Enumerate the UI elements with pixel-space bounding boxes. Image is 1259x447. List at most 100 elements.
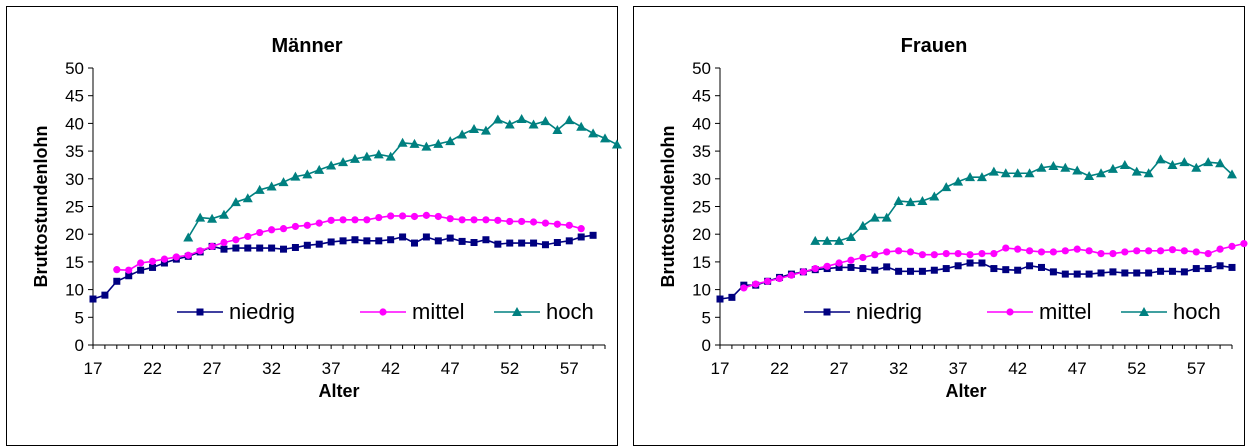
legend-label-mittel: mittel — [1039, 299, 1092, 324]
data-point-mittel — [1121, 248, 1129, 256]
data-point-niedrig — [1026, 262, 1034, 270]
data-point-hoch — [869, 212, 880, 222]
data-point-mittel — [232, 236, 240, 244]
data-point-hoch — [1060, 162, 1071, 172]
legend-label-hoch: hoch — [546, 299, 594, 324]
data-point-niedrig — [399, 233, 407, 241]
data-point-hoch — [857, 220, 868, 230]
data-point-mittel — [422, 211, 430, 219]
data-point-mittel — [775, 274, 784, 283]
data-point-mittel — [823, 262, 831, 270]
data-point-hoch — [266, 181, 277, 191]
data-point-hoch — [822, 235, 833, 245]
legend-item-mittel: mittel — [360, 299, 465, 324]
data-point-mittel — [196, 247, 204, 255]
data-point-mittel — [113, 266, 121, 274]
x-tick-label: 32 — [262, 359, 281, 378]
data-point-mittel — [1204, 249, 1212, 258]
data-point-niedrig — [1180, 268, 1188, 276]
data-point-hoch — [941, 182, 952, 192]
data-point-mittel — [244, 232, 252, 241]
data-point-hoch — [385, 151, 396, 161]
data-point-hoch — [881, 212, 892, 222]
data-point-mittel — [268, 226, 276, 234]
y-tick-label: 0 — [702, 336, 711, 355]
data-point-hoch — [976, 172, 987, 182]
x-tick-label: 27 — [830, 359, 849, 378]
x-tick-label: 52 — [500, 359, 519, 378]
data-point-mittel — [978, 249, 986, 258]
y-tick-label: 35 — [65, 142, 84, 161]
data-point-mittel — [529, 218, 538, 226]
data-point-hoch — [445, 136, 456, 146]
data-point-niedrig — [1049, 268, 1057, 276]
chart-panel-maenner: Männer 0 5 10 15 20 25 30 35 40 45 50 17 22 27 32 37 42 47… — [6, 6, 622, 446]
data-point-mittel — [787, 271, 796, 279]
data-point-niedrig — [966, 259, 974, 267]
data-point-mittel — [446, 215, 454, 223]
data-point-hoch — [1107, 163, 1118, 173]
data-point-mittel — [1145, 247, 1153, 255]
data-point-niedrig — [220, 245, 228, 253]
data-point-hoch — [1072, 165, 1083, 175]
data-point-hoch — [1215, 158, 1226, 168]
data-point-mittel — [148, 257, 157, 265]
data-point-mittel — [137, 259, 145, 267]
data-point-mittel — [1073, 245, 1081, 253]
data-point-hoch — [1048, 161, 1059, 171]
chart-title: Frauen — [901, 35, 968, 57]
legend-marker-mittel — [1006, 308, 1014, 316]
data-point-niedrig — [506, 239, 514, 247]
data-point-hoch — [373, 149, 384, 159]
data-point-hoch — [326, 160, 337, 170]
data-point-niedrig — [494, 240, 502, 248]
y-tick-label: 20 — [692, 225, 711, 244]
data-point-mittel — [470, 216, 478, 224]
data-point-hoch — [302, 169, 313, 179]
data-point-niedrig — [137, 266, 145, 274]
data-point-hoch — [349, 153, 360, 163]
data-point-niedrig — [954, 262, 962, 270]
data-point-hoch — [893, 195, 904, 205]
data-point-mittel — [160, 255, 169, 263]
data-point-niedrig — [883, 263, 891, 271]
x-tick-label: 47 — [441, 359, 460, 378]
data-point-niedrig — [125, 272, 133, 280]
data-point-mittel — [458, 216, 466, 224]
data-point-niedrig — [835, 263, 843, 271]
data-point-hoch — [600, 133, 610, 143]
series-line-hoch — [187, 118, 618, 238]
data-point-niedrig — [1002, 266, 1010, 274]
data-point-mittel — [339, 216, 347, 224]
x-tick-label: 57 — [560, 359, 579, 378]
legend-label-mittel: mittel — [412, 299, 465, 324]
data-point-mittel — [799, 268, 807, 276]
data-point-hoch — [552, 125, 563, 135]
data-point-hoch — [1227, 169, 1237, 179]
data-point-niedrig — [589, 231, 597, 239]
data-point-hoch — [183, 232, 194, 242]
data-point-mittel — [375, 213, 383, 222]
x-axis-title: Alter — [318, 381, 359, 401]
data-point-niedrig — [1204, 265, 1212, 273]
data-point-niedrig — [1014, 266, 1022, 274]
data-point-hoch — [397, 137, 408, 147]
data-point-hoch — [845, 231, 856, 241]
data-point-hoch — [457, 129, 468, 139]
x-tick-label: 57 — [1187, 359, 1206, 378]
data-point-hoch — [917, 195, 928, 205]
data-point-hoch — [421, 141, 432, 151]
data-point-niedrig — [1168, 267, 1176, 275]
data-point-mittel — [291, 222, 300, 231]
data-point-hoch — [1036, 162, 1047, 172]
data-point-hoch — [540, 116, 551, 126]
data-point-hoch — [1084, 171, 1095, 181]
data-point-hoch — [1155, 154, 1166, 164]
data-point-mittel — [553, 220, 561, 228]
data-point-hoch — [230, 197, 241, 207]
x-tick-label: 32 — [889, 359, 908, 378]
data-point-niedrig — [387, 236, 395, 244]
data-point-niedrig — [458, 237, 466, 245]
y-tick-label: 5 — [702, 308, 711, 327]
data-point-niedrig — [577, 233, 585, 241]
